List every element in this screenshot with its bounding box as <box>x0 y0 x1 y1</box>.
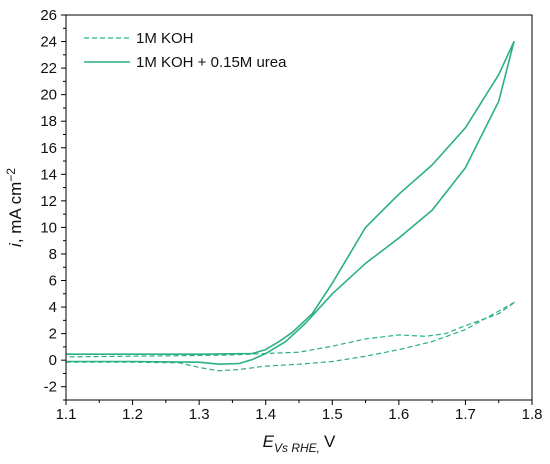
x-tick-label: 1.5 <box>322 406 343 423</box>
y-tick-label: 24 <box>40 34 57 51</box>
x-axis-label: EVs RHE, V <box>263 432 336 455</box>
x-tick-label: 1.4 <box>255 406 276 423</box>
y-axis-label: i, mA cm−2 <box>4 168 25 247</box>
y-tick-label: 16 <box>40 140 57 157</box>
y-tick-label: 6 <box>49 273 57 290</box>
y-tick-label: 12 <box>40 193 57 210</box>
x-tick-label: 1.2 <box>122 406 143 423</box>
y-tick-label: -2 <box>44 379 57 396</box>
y-tick-label: 18 <box>40 113 57 130</box>
x-tick-label: 1.3 <box>189 406 210 423</box>
series-line-koh-urea <box>66 40 515 365</box>
y-tick-label: 20 <box>40 87 57 104</box>
y-tick-label: 14 <box>40 166 57 183</box>
legend-label-1m-koh: 1M KOH <box>136 30 194 47</box>
x-axis-subscript: Vs RHE, <box>274 441 320 455</box>
series-line-1m-koh <box>65 301 516 372</box>
y-tick-label: 10 <box>40 219 57 236</box>
y-tick-label: 8 <box>49 246 57 263</box>
y-axis-symbol: i <box>6 242 25 247</box>
y-tick-label: 2 <box>49 326 57 343</box>
x-tick-label: 1.7 <box>455 406 476 423</box>
y-tick-label: 26 <box>40 7 57 24</box>
x-tick-label: 1.6 <box>388 406 409 423</box>
y-tick-label: 0 <box>49 352 57 369</box>
legend-label-koh-urea: 1M KOH + 0.15M urea <box>136 54 287 71</box>
x-axis-symbol: E <box>263 432 275 451</box>
ticks-layer: 1.1 1.2 1.3 1.4 1.5 1.6 1.7 1.8-202468101214161… <box>40 7 542 423</box>
y-axis-unit: , mA cm <box>6 182 25 243</box>
x-axis-unit: V <box>324 432 336 451</box>
legend: 1M KOH 1M KOH + 0.15M urea <box>84 30 287 71</box>
plot-frame <box>65 14 533 401</box>
x-tick-label: 1.1 <box>56 406 77 423</box>
y-axis-superscript: −2 <box>4 168 18 182</box>
y-tick-label: 22 <box>40 60 57 77</box>
x-tick-label: 1.8 <box>522 406 543 423</box>
series-layer <box>65 40 516 372</box>
y-tick-label: 4 <box>49 299 57 316</box>
